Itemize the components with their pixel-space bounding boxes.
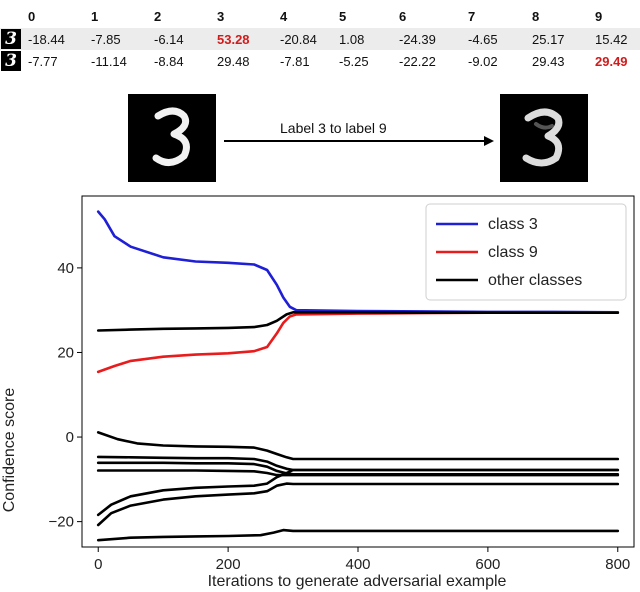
table-cell: -6.14 <box>154 28 217 50</box>
digit-transition-panel: Label 3 to label 9 <box>0 90 640 190</box>
plot-layer: 0 200 400 600 800 −20 0 20 40 <box>49 195 635 573</box>
series-other-class-7 <box>96 468 620 517</box>
table-cell-highlighted: 53.28 <box>217 28 280 50</box>
transition-label: Label 3 to label 9 <box>280 120 387 136</box>
legend-label: other classes <box>488 272 582 289</box>
series-other-class-2 <box>96 311 620 332</box>
legend-label: class 9 <box>488 244 538 261</box>
table-cell: -22.22 <box>399 53 436 69</box>
x-tick-label: 400 <box>345 556 370 573</box>
series-other-class-5 <box>96 461 620 476</box>
header-corner <box>0 4 28 28</box>
y-tick-label: 0 <box>66 429 74 446</box>
legend-box <box>425 203 627 301</box>
y-tick-label: 40 <box>57 260 74 277</box>
header-class-2: 2 <box>154 8 162 24</box>
confidence-line-chart: 0 200 400 600 800 −20 0 20 40 class 3 class 9 othe… <box>1 195 635 590</box>
y-axis-label: Confidence score <box>1 388 18 513</box>
adversarial-digit-image <box>500 94 588 182</box>
table-cell: -7.81 <box>280 53 310 69</box>
table-cell: -5.25 <box>339 53 369 69</box>
series-other-class-3 <box>96 431 620 461</box>
header-class-6: 6 <box>399 8 407 24</box>
original-digit-image <box>128 94 216 182</box>
digit-3-adversarial-image: 3 <box>1 51 21 71</box>
header-class-8: 8 <box>532 8 540 24</box>
table-cell: -7.85 <box>91 28 154 50</box>
x-tick-label: 600 <box>475 556 500 573</box>
table-cell: -9.02 <box>468 53 498 69</box>
table-cell: 29.48 <box>217 53 250 69</box>
header-class-3: 3 <box>217 8 225 24</box>
header-class-5: 5 <box>339 8 347 24</box>
table-cell: -4.65 <box>468 28 532 50</box>
table-cell: -11.14 <box>91 53 127 69</box>
digit-3-image: 3 <box>1 29 21 49</box>
header-class-9: 9 <box>595 8 603 24</box>
header-class-7: 7 <box>468 8 476 24</box>
x-tick-label: 0 <box>94 556 102 573</box>
header-class-1: 1 <box>91 8 99 24</box>
table-cell: -20.84 <box>280 28 339 50</box>
x-axis-label: Iterations to generate adversarial examp… <box>208 573 507 590</box>
chart-legend: class 3 class 9 other classes <box>425 203 627 301</box>
table-row-adversarial: 3 -7.77 -11.14 -8.84 29.48 -7.81 -5.25 -… <box>0 50 640 72</box>
table-cell: -18.44 <box>28 28 91 50</box>
legend-label: class 3 <box>488 216 538 233</box>
table-cell: 29.43 <box>532 53 565 69</box>
transition-arrow-icon <box>224 136 494 146</box>
table-cell: -7.77 <box>28 53 58 69</box>
series-other-class-8 <box>96 482 620 527</box>
x-tick-label: 200 <box>216 556 241 573</box>
series-other-class-6 <box>96 469 620 477</box>
y-tick-label: −20 <box>49 514 74 531</box>
row-digit-thumbnail: 3 <box>0 50 28 72</box>
digit-3-adversarial-glyph <box>522 108 563 167</box>
table-cell-highlighted: 29.49 <box>595 53 628 69</box>
header-class-4: 4 <box>280 8 288 24</box>
header-class-0: 0 <box>28 8 36 24</box>
x-tick-label: 800 <box>605 556 630 573</box>
table-cell: 1.08 <box>339 28 399 50</box>
table-cell: 25.17 <box>532 28 595 50</box>
row-digit-thumbnail: 3 <box>0 28 28 50</box>
table-row-original: 3 -18.44 -7.85 -6.14 53.28 -20.84 1.08 -… <box>0 28 640 50</box>
table-cell: -8.84 <box>154 53 184 69</box>
table-cell: -24.39 <box>399 28 468 50</box>
series-class-9 <box>96 311 620 374</box>
table-cell: 15.42 <box>595 28 640 50</box>
series-other-class-9 <box>96 528 620 542</box>
table-header-row: 0 1 2 3 4 5 6 7 8 9 <box>0 4 640 28</box>
confidence-table: 0 1 2 3 4 5 6 7 8 9 3 -18.44 -7.85 -6.14… <box>0 4 640 72</box>
y-tick-label: 20 <box>57 344 74 361</box>
digit-3-glyph <box>152 107 190 166</box>
